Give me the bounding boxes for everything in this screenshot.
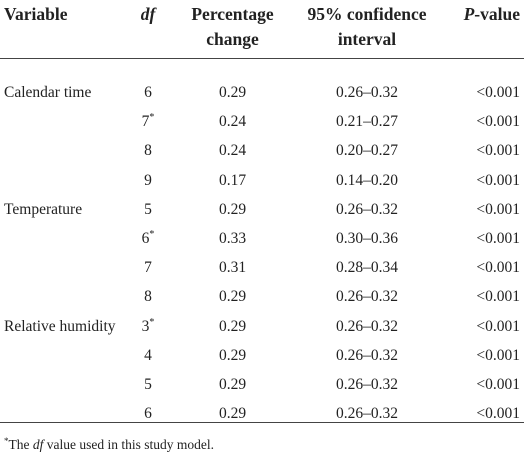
df-value: 3	[141, 317, 150, 335]
df-value: 6	[144, 84, 152, 101]
df-cell: 8	[128, 282, 168, 312]
table-row: Relative humidity 3* 0.29 0.26–0.32 <0.001	[0, 312, 524, 342]
footnote-term: df	[32, 437, 44, 452]
table-row: 5 0.29 0.26–0.32 <0.001	[0, 370, 524, 400]
confidence-interval-cell: 0.26–0.32	[336, 288, 398, 306]
df-value: 5	[144, 376, 152, 393]
header-percentage-line2: change	[206, 29, 259, 49]
p-value-cell: <0.001	[476, 317, 520, 335]
p-value-cell: <0.001	[476, 405, 520, 423]
confidence-interval-cell: 0.26–0.32	[336, 405, 398, 423]
header-p-value: P-value	[440, 2, 520, 27]
table-row: 9 0.17 0.14–0.20 <0.001	[0, 166, 524, 196]
table-row: Calendar time 6 0.29 0.26–0.32 <0.001	[0, 78, 524, 108]
confidence-interval-cell: 0.26–0.32	[336, 200, 398, 218]
header-ci-line1: 95% confidence	[307, 4, 427, 24]
df-value: 9	[144, 171, 152, 189]
df-cell: 9	[128, 166, 168, 196]
footnote-prefix: The	[8, 437, 33, 452]
variable-cell: Relative humidity	[4, 317, 116, 335]
table-footnote: *The df value used in this study model.	[4, 435, 214, 455]
table-row: 8 0.24 0.20–0.27 <0.001	[0, 136, 524, 166]
df-cell: 6*	[128, 224, 168, 254]
p-value-cell: <0.001	[476, 346, 520, 364]
header-divider	[0, 58, 524, 59]
header-df-text: df	[140, 4, 156, 24]
footnote-mark: *	[4, 436, 9, 446]
header-ci-line2: interval	[337, 29, 397, 49]
confidence-interval-cell: 0.28–0.34	[336, 259, 398, 277]
df-value: 4	[144, 346, 152, 364]
df-value: 7	[144, 259, 152, 277]
table-row: 6 0.29 0.26–0.32 <0.001	[0, 399, 524, 429]
variable-cell: Temperature	[4, 200, 83, 218]
p-value-cell: <0.001	[476, 200, 520, 218]
header-p-suffix: -value	[474, 4, 520, 24]
p-value-cell: <0.001	[476, 376, 520, 393]
df-value: 7	[141, 113, 150, 131]
df-selected-mark: *	[149, 112, 155, 124]
df-cell: 7*	[128, 107, 168, 137]
df-cell: 7	[128, 253, 168, 283]
percentage-change-cell: 0.31	[218, 259, 247, 277]
df-cell: 4	[128, 341, 168, 371]
confidence-interval-cell: 0.14–0.20	[336, 171, 398, 189]
df-value: 5	[144, 200, 152, 218]
header-percentage-change: Percentage change	[190, 2, 275, 52]
percentage-change-cell: 0.17	[218, 171, 247, 189]
df-cell: 6	[128, 399, 168, 429]
variable-cell: Calendar time	[4, 84, 92, 101]
confidence-interval-cell: 0.26–0.32	[336, 346, 398, 364]
header-variable: Variable	[4, 4, 68, 24]
percentage-change-cell: 0.24	[218, 113, 247, 131]
confidence-interval-cell: 0.26–0.32	[336, 376, 398, 393]
df-selected-mark: *	[149, 229, 155, 240]
table-row: 4 0.29 0.26–0.32 <0.001	[0, 341, 524, 371]
df-cell: 5	[128, 370, 168, 400]
header-df: df	[128, 2, 168, 27]
df-cell: 6	[128, 78, 168, 108]
df-cell: 8	[128, 136, 168, 166]
header-percentage-line1: Percentage	[191, 4, 274, 24]
df-value: 8	[144, 288, 152, 306]
table-row: 7* 0.24 0.21–0.27 <0.001	[0, 107, 524, 137]
percentage-change-cell: 0.29	[218, 200, 247, 218]
table-row: 7 0.31 0.28–0.34 <0.001	[0, 253, 524, 283]
p-value-cell: <0.001	[476, 259, 520, 277]
header-confidence-interval: 95% confidence interval	[290, 2, 444, 52]
p-value-cell: <0.001	[476, 288, 520, 306]
table-bottom-rule	[0, 422, 524, 423]
percentage-change-cell: 0.29	[218, 405, 247, 423]
df-value: 6	[144, 405, 152, 423]
table-row: 8 0.29 0.26–0.32 <0.001	[0, 282, 524, 312]
p-value-cell: <0.001	[476, 171, 520, 189]
percentage-change-cell: 0.33	[218, 230, 247, 247]
table-row: Temperature 5 0.29 0.26–0.32 <0.001	[0, 195, 524, 225]
confidence-interval-cell: 0.26–0.32	[336, 317, 398, 335]
p-value-cell: <0.001	[476, 142, 520, 160]
table-row: 6* 0.33 0.30–0.36 <0.001	[0, 224, 524, 254]
df-selected-mark: *	[149, 316, 155, 328]
df-value: 8	[144, 142, 152, 160]
percentage-change-cell: 0.29	[218, 376, 247, 393]
confidence-interval-cell: 0.26–0.32	[336, 84, 398, 101]
confidence-interval-cell: 0.20–0.27	[336, 142, 398, 160]
percentage-change-cell: 0.29	[218, 84, 247, 101]
df-value: 6	[141, 230, 150, 247]
df-cell: 3*	[128, 312, 168, 342]
percentage-change-cell: 0.29	[218, 288, 247, 306]
header-p-italic: P	[463, 4, 475, 24]
p-value-cell: <0.001	[476, 230, 520, 247]
percentage-change-cell: 0.29	[218, 346, 247, 364]
p-value-cell: <0.001	[476, 113, 520, 131]
confidence-interval-cell: 0.30–0.36	[336, 230, 398, 247]
confidence-interval-cell: 0.21–0.27	[336, 113, 398, 131]
percentage-change-cell: 0.29	[218, 317, 247, 335]
p-value-cell: <0.001	[476, 84, 520, 101]
percentage-change-cell: 0.24	[218, 142, 247, 160]
footnote-suffix: value used in this study model.	[43, 437, 214, 452]
df-cell: 5	[128, 195, 168, 225]
